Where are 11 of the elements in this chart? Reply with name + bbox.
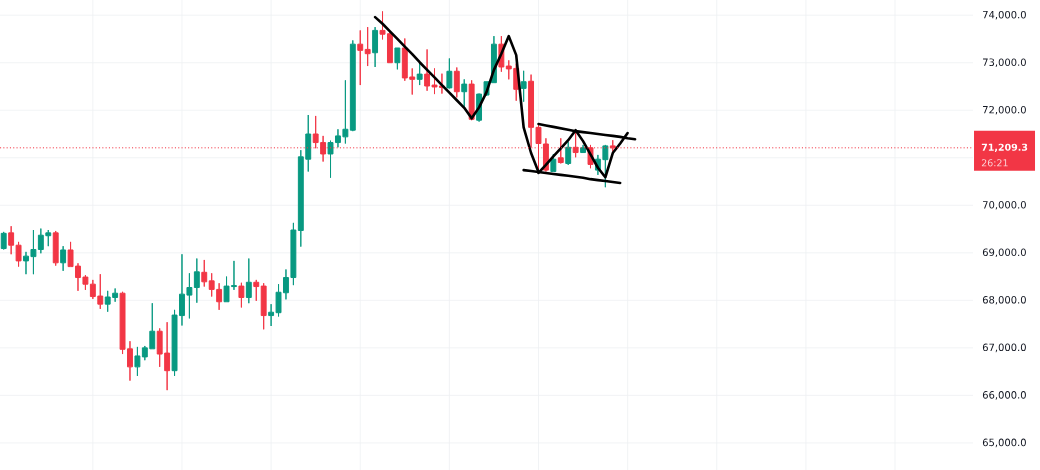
y-tick-label: 65,000.0	[982, 438, 1026, 448]
ref-line-label: 71,209.3	[981, 143, 1028, 152]
y-tick-label: 66,000.0	[982, 391, 1026, 400]
y-tick-label: 74,000.0	[983, 10, 1026, 20]
y-tick-label: 68,000.0	[982, 296, 1026, 305]
text: 26:21	[981, 159, 1008, 167]
y-tick-label: 73,000.0	[983, 58, 1026, 67]
y-tick-label: 67,000.0	[982, 343, 1026, 353]
y-tick-label: 72,000.0	[983, 105, 1026, 115]
y-tick-label: 70,000.0	[983, 201, 1026, 210]
y-tick-label: 69,000.0	[982, 248, 1026, 258]
